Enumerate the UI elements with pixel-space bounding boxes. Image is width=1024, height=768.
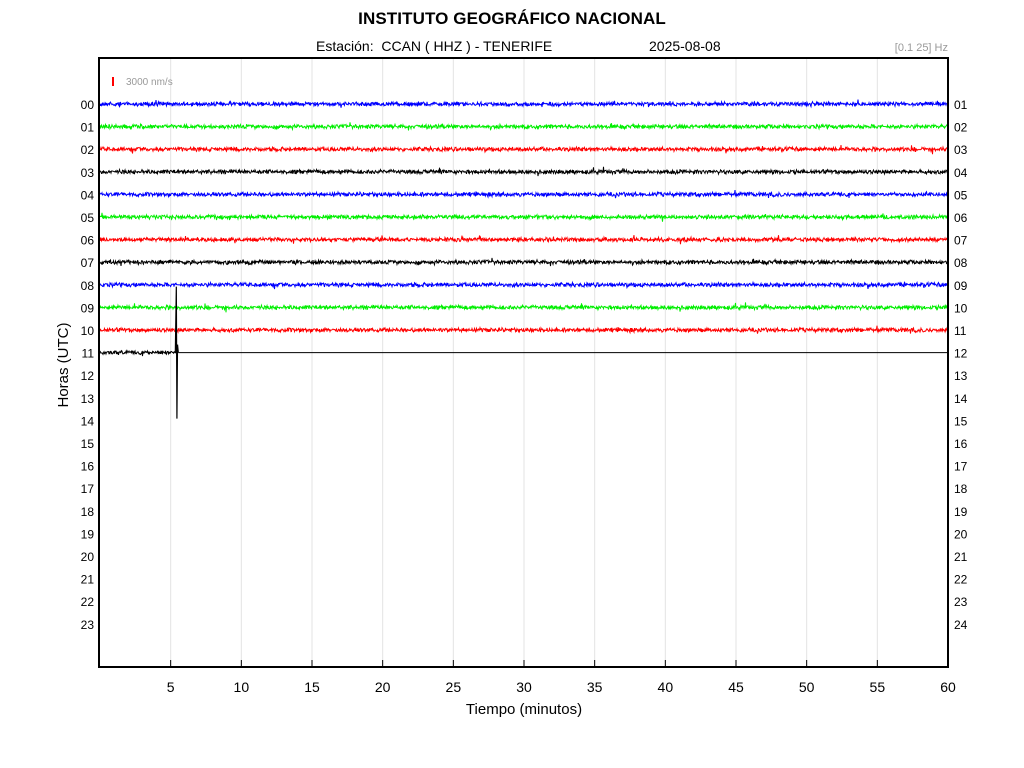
event-spike xyxy=(174,286,179,419)
trace-hour-10 xyxy=(99,325,949,335)
y-tick-label-right: 15 xyxy=(954,414,968,428)
y-tick-label-left: 10 xyxy=(81,324,95,338)
y-tick-label-right: 08 xyxy=(954,256,968,270)
x-axis-label: Tiempo (minutos) xyxy=(466,701,582,718)
y-tick-label-right: 07 xyxy=(954,234,968,248)
y-axis-ticks-left: 00 01 02 03 04 05 06 07 08 09 10 11 12 13 14 15 16 17 18 19… xyxy=(81,98,95,632)
trace-hour-01 xyxy=(99,122,949,132)
x-tick-label: 20 xyxy=(375,679,391,695)
y-tick-label-left: 17 xyxy=(81,482,95,496)
y-tick-label-left: 11 xyxy=(82,347,95,361)
trace-hour-02 xyxy=(99,144,949,155)
y-tick-label-left: 22 xyxy=(81,595,95,609)
y-tick-label-left: 12 xyxy=(81,369,95,383)
grid-lines xyxy=(170,59,878,666)
x-tick-label: 45 xyxy=(728,679,744,695)
date-label: 2025-08-08 xyxy=(649,38,721,54)
amplitude-scale: 3000 nm/s xyxy=(112,77,173,88)
y-tick-label-left: 07 xyxy=(81,256,95,270)
trace-hour-11 xyxy=(99,349,177,357)
trace-hour-08 xyxy=(99,280,949,290)
x-tick-label: 10 xyxy=(234,679,250,695)
trace-hour-00 xyxy=(99,99,949,109)
y-tick-label-right: 17 xyxy=(954,460,968,474)
y-axis-ticks-right: 01 02 03 04 05 06 07 08 09 10 11 12 13 14 15 16 17 18 19 20… xyxy=(954,98,968,632)
trace-hour-04 xyxy=(99,190,949,199)
x-tick-label: 60 xyxy=(940,679,956,695)
trace-hour-03 xyxy=(99,166,949,177)
y-tick-label-right: 23 xyxy=(954,595,968,609)
x-axis-ticks: 5 10 15 20 25 30 35 40 45 50 55 60 xyxy=(167,660,956,695)
y-tick-label-left: 05 xyxy=(81,211,95,225)
y-tick-label-left: 20 xyxy=(81,550,95,564)
y-tick-label-right: 12 xyxy=(954,347,968,361)
x-tick-label: 50 xyxy=(799,679,815,695)
y-tick-label-right: 05 xyxy=(954,188,968,202)
x-tick-label: 5 xyxy=(167,679,175,695)
scale-label: 3000 nm/s xyxy=(126,77,173,88)
trace-hour-09 xyxy=(99,302,949,313)
x-tick-label: 35 xyxy=(587,679,603,695)
station-label: Estación: CCAN ( HHZ ) - TENERIFE xyxy=(316,38,553,54)
x-tick-label: 40 xyxy=(658,679,674,695)
y-tick-label-right: 19 xyxy=(954,505,968,519)
y-tick-label-left: 08 xyxy=(81,279,95,293)
y-tick-label-left: 13 xyxy=(81,392,95,406)
y-tick-label-right: 03 xyxy=(954,143,968,157)
y-tick-label-right: 22 xyxy=(954,573,968,587)
y-tick-label-left: 15 xyxy=(81,437,95,451)
trace-hour-05 xyxy=(99,212,949,222)
x-tick-label: 30 xyxy=(516,679,532,695)
x-tick-label: 55 xyxy=(870,679,886,695)
y-tick-label-left: 02 xyxy=(81,143,95,157)
y-tick-label-right: 11 xyxy=(954,324,967,338)
y-tick-label-right: 21 xyxy=(954,550,968,564)
x-tick-label: 25 xyxy=(446,679,462,695)
y-tick-label-left: 01 xyxy=(81,121,95,135)
y-tick-label-left: 03 xyxy=(81,166,95,180)
y-tick-label-left: 09 xyxy=(81,301,95,315)
trace-hour-07 xyxy=(99,257,949,267)
y-tick-label-right: 13 xyxy=(954,369,968,383)
y-tick-label-right: 20 xyxy=(954,527,968,541)
trace-hour-06 xyxy=(99,235,949,245)
y-tick-label-left: 18 xyxy=(81,505,95,519)
traces xyxy=(99,99,949,419)
y-tick-label-left: 23 xyxy=(81,618,95,632)
chart-title: INSTITUTO GEOGRÁFICO NACIONAL xyxy=(358,9,666,28)
y-tick-label-right: 14 xyxy=(954,392,968,406)
y-tick-label-right: 01 xyxy=(954,98,968,112)
x-tick-label: 15 xyxy=(304,679,320,695)
y-tick-label-left: 16 xyxy=(81,460,95,474)
y-tick-label-right: 24 xyxy=(954,618,968,632)
y-tick-label-left: 19 xyxy=(81,527,95,541)
y-tick-label-left: 00 xyxy=(81,98,95,112)
y-tick-label-left: 06 xyxy=(81,234,95,248)
y-tick-label-right: 02 xyxy=(954,121,968,135)
y-tick-label-right: 04 xyxy=(954,166,968,180)
filter-band-label: [0.1 25] Hz xyxy=(894,42,948,54)
y-tick-label-right: 16 xyxy=(954,437,968,451)
plot-frame xyxy=(98,57,949,668)
y-axis-label: Horas (UTC) xyxy=(55,322,72,407)
y-tick-label-right: 09 xyxy=(954,279,968,293)
y-tick-label-right: 18 xyxy=(954,482,968,496)
y-tick-label-left: 14 xyxy=(81,414,95,428)
y-tick-label-right: 10 xyxy=(954,301,968,315)
y-tick-label-left: 04 xyxy=(81,188,95,202)
y-tick-label-right: 06 xyxy=(954,211,968,225)
y-tick-label-left: 21 xyxy=(81,573,95,587)
